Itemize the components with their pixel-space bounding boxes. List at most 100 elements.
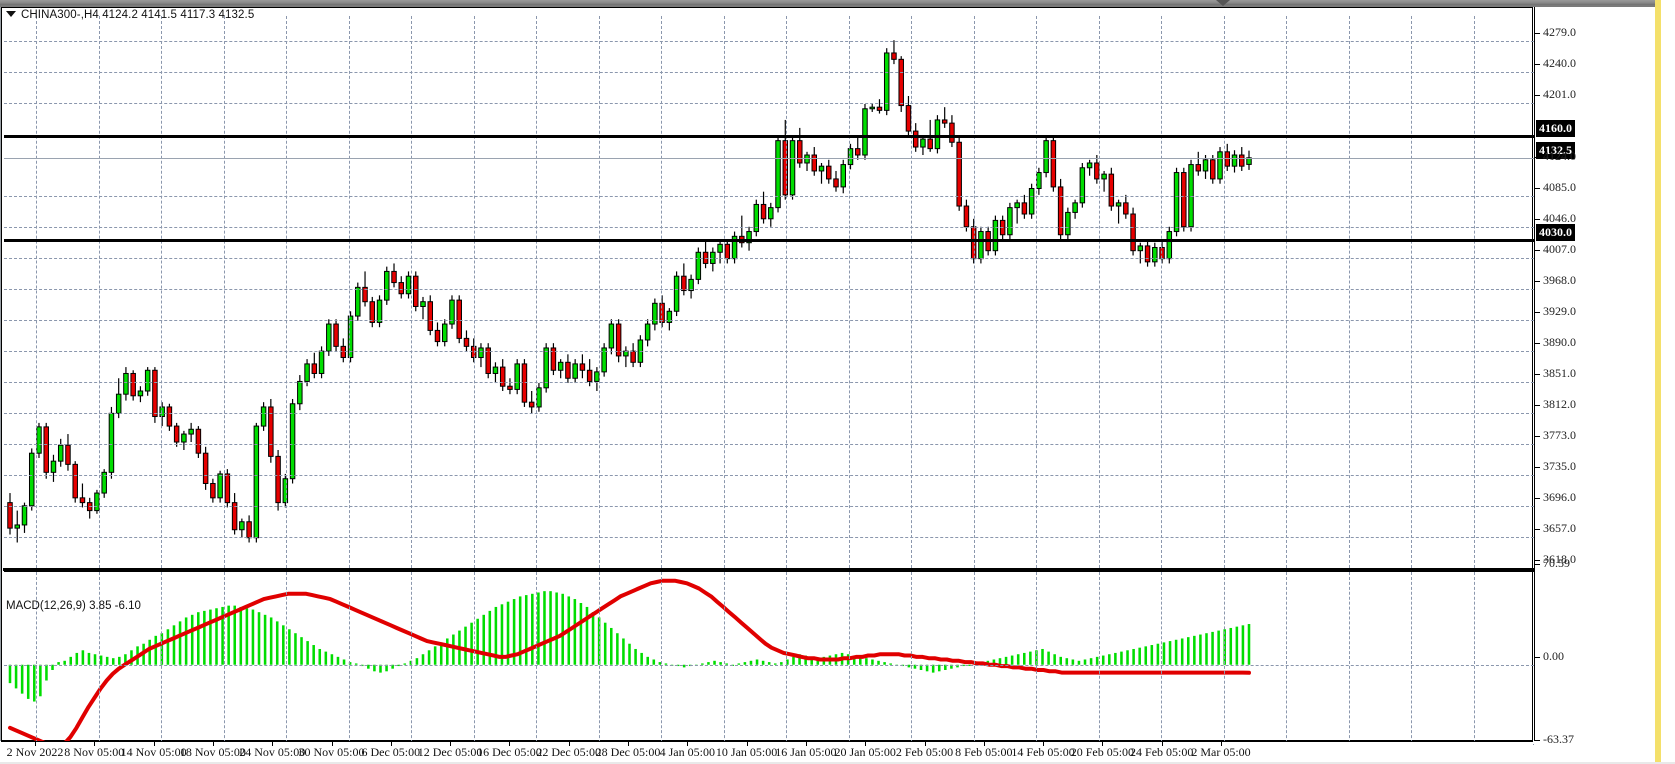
time-label: 12 Dec 05:00 (417, 745, 483, 759)
time-tick (1102, 742, 1104, 746)
price-label: 3812.0 (1543, 397, 1576, 412)
price-label: 3618.0 (1543, 552, 1576, 566)
price-tick (1535, 560, 1540, 561)
macd-scale-label: 70.59 (1543, 556, 1570, 570)
time-tick (450, 742, 452, 746)
price-tick (1535, 156, 1540, 158)
time-label: 14 Nov 05:00 (120, 745, 187, 759)
window-top-bar (0, 0, 1675, 7)
time-tick (746, 742, 748, 746)
time-axis[interactable]: 2 Nov 2022 8 Nov 05:00 14 Nov 05:00 18 Nov … (1, 741, 1533, 763)
bottom-strip (0, 762, 1675, 764)
time-label: 24 Feb 05:00 (1130, 745, 1194, 759)
macd-series (8, 578, 1251, 748)
time-tick (331, 742, 333, 746)
time-label: 30 Nov 05:00 (298, 745, 365, 759)
time-tick (94, 742, 96, 746)
macd-tick (1535, 740, 1540, 741)
price-label-highlighted: 4132.5 (1536, 141, 1575, 159)
time-tick (153, 742, 155, 746)
price-label: 4201.0 (1543, 87, 1576, 102)
price-label: 3735.0 (1543, 458, 1576, 473)
time-tick (983, 742, 985, 746)
price-tick (1535, 343, 1540, 345)
price-tick (1535, 280, 1540, 282)
macd-scale-label: 0.00 (1543, 648, 1564, 663)
time-label: 24 Nov 05:00 (239, 745, 306, 759)
time-tick (272, 742, 274, 746)
scale-outer-edge (1661, 0, 1675, 764)
price-tick (1535, 187, 1540, 189)
time-label: 2 Nov 2022 (6, 745, 64, 759)
time-label: 20 Feb 05:00 (1070, 745, 1135, 759)
time-tick (509, 742, 511, 746)
price-label: 3851.0 (1543, 366, 1576, 381)
chart-frame (1, 7, 1535, 748)
time-label: 20 Jan 05:00 (834, 745, 896, 759)
time-label: 14 Feb 05:00 (1011, 745, 1075, 759)
macd-indicator-label: MACD(12,26,9) 3.85 -6.10 (6, 600, 141, 612)
pane-separator (3, 568, 1535, 571)
price-tick (1535, 466, 1540, 468)
chart-title-text: CHINA300-,H4 4124.2 4141.5 4117.3 4132.5 (21, 9, 255, 21)
macd-pane[interactable] (4, 570, 1534, 748)
time-label: 6 Dec 05:00 (361, 745, 421, 759)
price-label: 3890.0 (1543, 335, 1576, 350)
price-tick (1535, 374, 1540, 376)
macd-tick (1535, 656, 1540, 658)
time-label: 22 Dec 05:00 (536, 745, 602, 759)
time-label: 16 Dec 05:00 (477, 745, 542, 759)
price-label: 3657.0 (1543, 520, 1576, 535)
macd-tick (1535, 564, 1540, 565)
time-label: 2 Feb 05:00 (895, 745, 954, 759)
time-label: 4 Jan 05:00 (659, 745, 715, 759)
price-tick (1535, 64, 1540, 66)
price-label: 4085.0 (1543, 179, 1576, 194)
time-label: 16 Jan 05:00 (775, 745, 837, 759)
price-chart-pane[interactable] (4, 16, 1534, 568)
caret-down-icon[interactable] (6, 10, 16, 17)
price-label-highlighted: 4030.0 (1536, 223, 1575, 241)
candlestick-series (7, 40, 1252, 543)
time-label: 10 Jan 05:00 (715, 745, 778, 759)
price-label: 4007.0 (1543, 241, 1576, 256)
price-label: 4124.0 (1543, 148, 1576, 163)
price-tick (1535, 528, 1540, 530)
price-label: 3929.0 (1543, 304, 1576, 319)
price-tick (1535, 497, 1540, 499)
price-tick (1535, 218, 1540, 220)
price-label: 3968.0 (1543, 272, 1576, 287)
time-label: 28 Dec 05:00 (595, 745, 661, 759)
price-label: 4240.0 (1543, 56, 1576, 71)
time-label: 2 Mar 05:00 (1191, 745, 1251, 759)
time-tick (568, 742, 570, 746)
time-tick (687, 742, 689, 746)
price-tick (1535, 249, 1540, 251)
time-label: 8 Nov 05:00 (64, 745, 125, 759)
time-tick (212, 742, 214, 746)
time-tick (805, 742, 807, 746)
time-tick (35, 742, 36, 746)
price-tick (1535, 405, 1540, 407)
price-label: 4046.0 (1543, 210, 1576, 225)
time-tick (628, 742, 629, 746)
time-tick (390, 742, 392, 746)
price-label: 4279.0 (1543, 25, 1576, 39)
price-scale[interactable]: 4279.0 4240.0 4201.0 4160.0 4132.5 4124.0 4085… (1534, 7, 1656, 746)
chart-title: CHINA300-,H4 4124.2 4141.5 4117.3 4132.5 (6, 9, 254, 21)
time-tick (865, 742, 867, 746)
time-tick (1221, 742, 1222, 746)
price-label: 3773.0 (1543, 428, 1576, 443)
time-label: 18 Nov 05:00 (179, 745, 246, 759)
price-tick (1535, 33, 1540, 34)
time-tick (924, 742, 926, 746)
time-tick (1161, 742, 1163, 746)
time-label: 8 Feb 05:00 (955, 745, 1013, 759)
price-tick (1535, 436, 1540, 438)
macd-scale-label: -63.37 (1543, 732, 1574, 746)
price-label-highlighted: 4160.0 (1536, 119, 1575, 137)
caret-down-icon[interactable] (1216, 0, 1230, 6)
window-top-bar-gradient (0, 0, 1675, 5)
price-tick (1535, 95, 1540, 97)
